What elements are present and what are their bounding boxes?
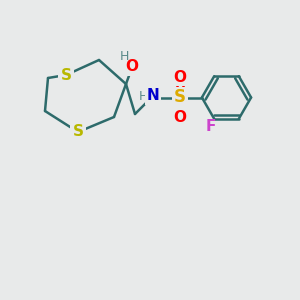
Text: H: H	[138, 89, 148, 103]
Text: F: F	[206, 119, 216, 134]
Text: O: O	[125, 59, 139, 74]
Text: S: S	[174, 88, 186, 106]
Text: N: N	[147, 88, 159, 104]
Text: H: H	[120, 50, 129, 64]
Text: S: S	[61, 68, 71, 82]
Text: O: O	[173, 70, 187, 85]
Text: S: S	[73, 124, 83, 140]
Text: O: O	[173, 110, 187, 125]
